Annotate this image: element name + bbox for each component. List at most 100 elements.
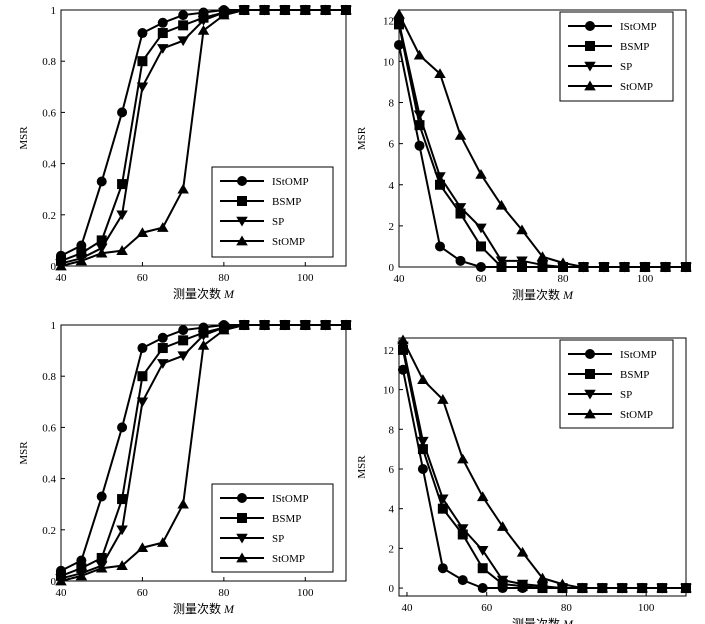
chart-panel-1: 0 0.2 0.4 0.6 0.8 1 40 60 80 100 MSR 测量次数 M IStOMP BS… xyxy=(18,4,352,301)
legend-label: BSMP xyxy=(620,41,649,53)
data-point-BSMP xyxy=(117,179,128,190)
chart-panel-2: 0 2 4 6 8 10 12 40 60 80 100 MSR 测量次数 M IStOMP BSMP SP S… xyxy=(356,8,692,302)
data-point-StOMP xyxy=(177,498,189,509)
data-point-StOMP xyxy=(218,9,230,20)
data-point-StOMP xyxy=(393,8,405,19)
legend-swatch-marker xyxy=(236,533,248,544)
data-point-StOMP xyxy=(476,491,489,502)
data-point-BSMP xyxy=(496,262,507,272)
legend-swatch-marker xyxy=(585,41,595,51)
data-point-IStOMP xyxy=(76,555,87,566)
data-point-SP xyxy=(516,579,529,590)
y-tick-label: 0.8 xyxy=(42,371,56,383)
data-point-StOMP xyxy=(636,582,648,593)
legend-swatch-marker xyxy=(236,552,248,563)
legend-swatch-marker xyxy=(237,196,247,206)
data-point-IStOMP xyxy=(435,241,445,252)
y-tick-label: 6 xyxy=(389,139,395,151)
data-point-BSMP xyxy=(137,371,148,382)
data-point-StOMP xyxy=(116,245,128,255)
data-point-SP xyxy=(437,494,449,505)
data-point-SP xyxy=(157,44,169,54)
legend-swatch-marker xyxy=(237,493,247,503)
data-point-StOMP xyxy=(238,4,250,15)
data-point-StOMP xyxy=(279,319,291,330)
data-point-BSMP xyxy=(76,563,87,574)
x-tick-label: 40 xyxy=(401,602,413,614)
data-point-StOMP xyxy=(197,25,210,35)
data-point-StOMP xyxy=(577,261,590,272)
data-point-SP xyxy=(496,575,509,586)
x-axis-title-variable: M xyxy=(562,617,574,624)
y-tick-label: 0.4 xyxy=(42,159,56,171)
y-tick-label: 10 xyxy=(383,56,395,68)
x-tick-label: 100 xyxy=(297,587,314,599)
data-point-StOMP xyxy=(340,319,352,330)
y-tick-label: 8 xyxy=(389,98,395,110)
data-point-BSMP xyxy=(414,120,425,131)
data-point-IStOMP xyxy=(437,563,448,574)
data-point-SP xyxy=(116,210,128,221)
x-axis-title-variable: M xyxy=(562,288,574,302)
legend-label: BSMP xyxy=(272,196,301,208)
x-tick-label: 100 xyxy=(297,272,314,284)
data-point-BSMP xyxy=(96,552,107,563)
legend: IStOMP BSMP SP StOMP xyxy=(559,339,674,429)
data-point-StOMP xyxy=(319,4,332,15)
data-point-BSMP xyxy=(476,241,486,252)
data-point-StOMP xyxy=(659,261,672,272)
legend-label: IStOMP xyxy=(272,493,309,505)
y-tick-label: 0 xyxy=(389,583,395,595)
data-point-StOMP xyxy=(556,578,569,589)
data-point-StOMP xyxy=(218,324,230,335)
data-point-SP xyxy=(177,351,189,362)
data-point-StOMP xyxy=(618,261,631,272)
data-point-IStOMP xyxy=(117,107,128,118)
data-point-StOMP xyxy=(680,582,692,593)
legend-label: StOMP xyxy=(620,81,653,93)
y-tick-label: 0 xyxy=(389,262,395,274)
legend-label: BSMP xyxy=(620,369,649,381)
data-point-SP xyxy=(197,15,210,26)
chart-panel-4: 0 2 4 6 8 10 12 40 60 80 100 MSR 测量次数 M IStOMP BSMP SP S… xyxy=(356,334,692,624)
legend-label: StOMP xyxy=(272,236,305,248)
y-tick-label: 1 xyxy=(51,5,57,17)
data-point-BSMP xyxy=(455,208,466,219)
data-point-IStOMP xyxy=(137,28,148,39)
data-point-StOMP xyxy=(434,68,446,79)
data-point-IStOMP xyxy=(417,463,428,474)
data-point-StOMP xyxy=(516,224,528,235)
legend-label: IStOMP xyxy=(272,176,309,188)
data-point-StOMP xyxy=(397,334,409,345)
legend-swatch-marker xyxy=(584,61,596,72)
data-point-StOMP xyxy=(557,257,569,268)
data-point-IStOMP xyxy=(137,343,148,354)
data-point-StOMP xyxy=(536,251,549,262)
x-tick-label: 60 xyxy=(137,272,149,284)
data-point-SP xyxy=(197,330,210,341)
y-tick-label: 0 xyxy=(51,576,57,588)
x-tick-label: 40 xyxy=(56,587,68,599)
data-point-StOMP xyxy=(639,261,651,272)
data-point-StOMP xyxy=(319,319,332,330)
data-point-SP xyxy=(417,436,429,447)
data-point-IStOMP xyxy=(157,17,168,28)
x-axis-title-text: 测量次数 xyxy=(173,286,224,301)
y-axis-title: MSR xyxy=(18,126,30,150)
data-point-IStOMP xyxy=(414,140,425,151)
data-point-StOMP xyxy=(596,582,609,593)
data-point-StOMP xyxy=(576,582,589,593)
data-point-BSMP xyxy=(96,235,107,246)
series-StOMP xyxy=(55,319,352,586)
y-tick-label: 8 xyxy=(389,424,395,436)
legend-label: SP xyxy=(620,389,632,401)
data-point-BSMP xyxy=(157,343,168,354)
y-tick-label: 10 xyxy=(383,385,395,397)
data-point-StOMP xyxy=(136,542,149,553)
data-point-IStOMP xyxy=(76,240,87,251)
x-axis-title: 测量次数 M xyxy=(173,286,235,301)
data-point-IStOMP xyxy=(178,325,189,336)
legend-swatch-marker xyxy=(237,176,247,186)
data-point-BSMP xyxy=(76,248,87,259)
data-point-SP xyxy=(136,397,149,408)
